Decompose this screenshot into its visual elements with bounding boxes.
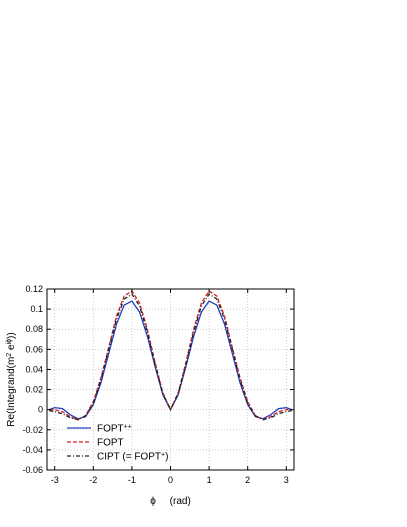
- series-group: [49, 290, 292, 421]
- y-tick-label: 0.12: [25, 284, 43, 294]
- x-axis-label: ϕ (rad): [150, 496, 191, 507]
- y-tick-label: 0: [38, 405, 43, 415]
- legend-label: FOPT++: [97, 423, 132, 435]
- legend: FOPT++ FOPT CIPT (= FOPT+): [67, 423, 168, 463]
- y-tick-label: -0.02: [22, 425, 43, 435]
- y-tick-label: -0.06: [22, 465, 43, 475]
- series-line-3: [49, 293, 292, 421]
- x-tick-label: 3: [284, 475, 289, 485]
- ticks: -3 -2 -1 0 1 2 3 -0.06 -0.04 -0.02 0 0.02 0.04 0.06 0.…: [22, 284, 294, 485]
- x-tick-label: 0: [168, 475, 173, 485]
- y-tick-label: 0.04: [25, 364, 43, 374]
- legend-label: FOPT: [97, 438, 124, 449]
- y-tick-label: 0.06: [25, 344, 43, 354]
- y-tick-label: 0.1: [30, 304, 43, 314]
- x-tick-label: -2: [89, 475, 97, 485]
- series-line-1: [49, 300, 292, 420]
- y-axis-label: Re(Integrand(m2 eiϕ)): [6, 332, 18, 426]
- x-tick-label: 2: [245, 475, 250, 485]
- legend-label: CIPT (= FOPT+): [97, 451, 168, 463]
- y-tick-label: 0.02: [25, 385, 43, 395]
- x-tick-label: 1: [207, 475, 212, 485]
- y-tick-label: 0.08: [25, 324, 43, 334]
- grid: [47, 288, 294, 471]
- x-tick-label: -3: [51, 475, 59, 485]
- y-tick-label: -0.04: [22, 445, 43, 455]
- x-tick-label: -1: [128, 475, 136, 485]
